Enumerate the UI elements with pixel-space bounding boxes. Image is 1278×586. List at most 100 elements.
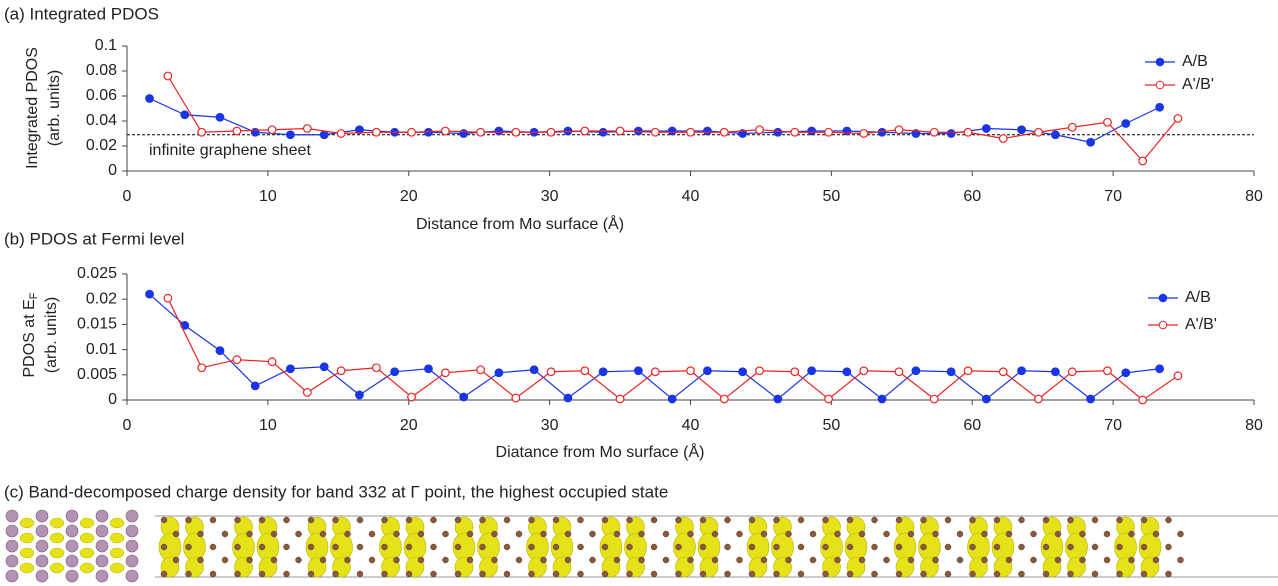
carbon-atom — [957, 557, 963, 563]
carbon-atom — [578, 544, 584, 550]
carbon-atom — [982, 531, 988, 537]
carbon-atom — [198, 557, 204, 563]
data-point — [1052, 368, 1060, 376]
carbon-atom — [823, 517, 829, 523]
carbon-atom — [541, 557, 547, 563]
y-tick-label: 0.025 — [77, 265, 117, 282]
carbon-atom — [970, 544, 976, 550]
carbon-atom — [1104, 557, 1110, 563]
carbon-atom — [161, 544, 167, 550]
data-point — [704, 127, 712, 135]
carbon-atom — [810, 557, 816, 563]
carbon-atom — [1178, 531, 1184, 537]
carbon-atom — [786, 531, 792, 537]
y-tick-label: 0.02 — [86, 290, 117, 307]
carbon-atom — [908, 531, 914, 537]
data-point — [530, 366, 538, 374]
carbon-atom — [1141, 517, 1147, 523]
data-point — [547, 368, 555, 376]
data-point — [198, 364, 206, 372]
carbon-atom — [235, 571, 241, 577]
carbon-atom — [859, 531, 865, 537]
data-point — [564, 394, 572, 402]
carbon-atom — [296, 557, 302, 563]
data-point — [146, 95, 154, 103]
carbon-atom — [749, 544, 755, 550]
x-tick-label: 20 — [400, 417, 418, 434]
data-point — [930, 395, 938, 403]
carbon-atom — [663, 557, 669, 563]
y-axis-label-units: (arb. units) — [43, 297, 60, 373]
carbon-atom — [1068, 517, 1074, 523]
carbon-atom — [737, 531, 743, 537]
carbon-atom — [700, 571, 706, 577]
carbon-atom — [1068, 571, 1074, 577]
charge-lobe — [50, 518, 64, 528]
charge-lobe — [20, 563, 34, 573]
carbon-atom — [1117, 517, 1123, 523]
carbon-atom — [1055, 557, 1061, 563]
carbon-atom — [700, 517, 706, 523]
data-point — [895, 368, 903, 376]
panel-title: (c) Band-decomposed charge density for b… — [4, 482, 668, 501]
carbon-atom — [847, 517, 853, 523]
carbon-atom — [810, 531, 816, 537]
data-point — [146, 290, 154, 298]
charge-lobe — [50, 533, 64, 543]
mo-atom — [126, 540, 138, 552]
mo-atom — [66, 570, 78, 582]
carbon-atom — [271, 531, 277, 537]
data-point — [337, 130, 345, 138]
data-point — [808, 127, 816, 135]
data-point — [512, 128, 520, 136]
carbon-atom — [504, 544, 510, 550]
carbon-atom — [1031, 557, 1037, 563]
carbon-atom — [455, 544, 461, 550]
data-point — [320, 363, 328, 371]
carbon-atom — [173, 531, 179, 537]
y-axis-label-main: PDOS at E — [21, 299, 38, 377]
carbon-atom — [896, 544, 902, 550]
carbon-atom — [921, 544, 927, 550]
carbon-atom — [198, 531, 204, 537]
data-point — [1104, 118, 1112, 126]
carbon-atom — [529, 571, 535, 577]
carbon-atom — [1006, 557, 1012, 563]
data-point — [408, 128, 416, 136]
carbon-atom — [369, 531, 375, 537]
carbon-atom — [1092, 517, 1098, 523]
carbon-atom — [1117, 544, 1123, 550]
y-axis-label-main: Integrated PDOS — [24, 47, 41, 169]
x-tick-label: 50 — [822, 188, 840, 205]
mo-atom — [66, 555, 78, 567]
carbon-atom — [443, 531, 449, 537]
carbon-atom — [945, 517, 951, 523]
carbon-atom — [1166, 571, 1172, 577]
mo-atom — [6, 555, 18, 567]
charge-lobe — [110, 518, 124, 528]
series-line — [150, 294, 1160, 399]
carbon-atom — [761, 557, 767, 563]
data-point — [425, 365, 433, 373]
data-point — [1139, 157, 1147, 165]
carbon-atom — [1068, 544, 1074, 550]
carbon-atom — [627, 544, 633, 550]
carbon-atom — [565, 557, 571, 563]
carbon-atom — [614, 531, 620, 537]
carbon-atom — [1141, 544, 1147, 550]
x-tick-label: 60 — [963, 188, 981, 205]
carbon-atom — [896, 571, 902, 577]
carbon-atom — [590, 531, 596, 537]
data-point — [373, 128, 381, 136]
data-point — [756, 126, 764, 134]
data-point — [687, 128, 695, 136]
data-point — [198, 128, 206, 136]
data-point — [581, 367, 589, 375]
data-point — [512, 394, 520, 402]
data-point — [930, 128, 938, 136]
carbon-atom — [173, 557, 179, 563]
data-point — [721, 395, 729, 403]
carbon-atom — [712, 531, 718, 537]
carbon-atom — [455, 517, 461, 523]
carbon-atom — [847, 571, 853, 577]
